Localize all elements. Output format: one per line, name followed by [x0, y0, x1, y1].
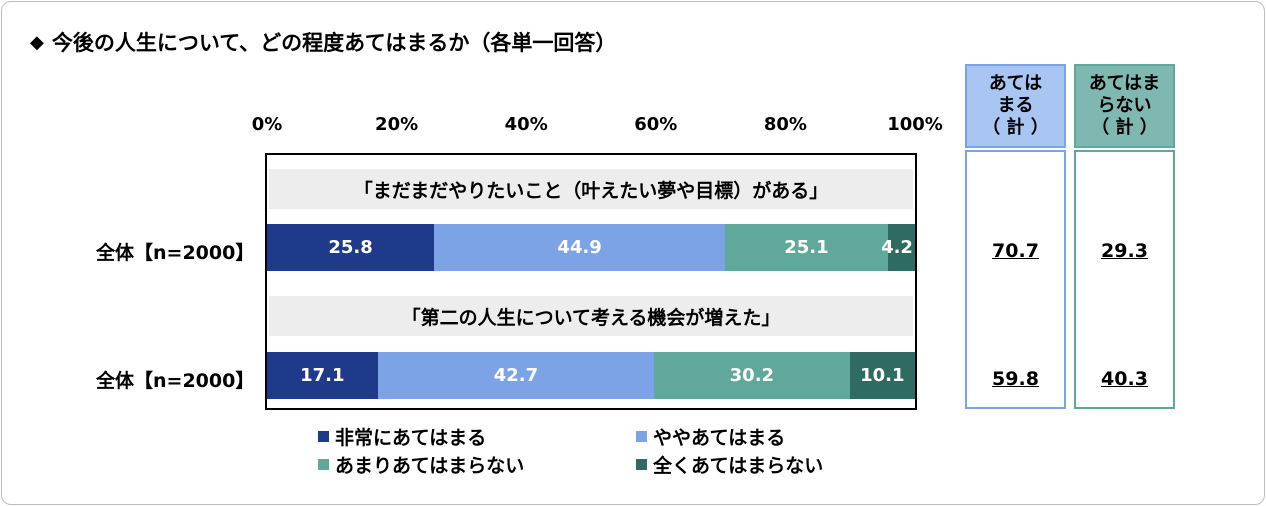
bar-segment: 4.2 — [881, 224, 915, 271]
summary-header-not-line2: らない — [1097, 95, 1152, 116]
summary-apply-value-1: 70.7 — [992, 240, 1039, 262]
summary-not-apply-value-2: 40.3 — [1101, 368, 1148, 390]
legend-item-1: 非常にあてはまる — [318, 423, 486, 450]
x-tick-label: 100% — [887, 114, 943, 135]
x-tick-label: 20% — [375, 114, 419, 135]
legend-label-3: あまりあてはまらない — [335, 455, 525, 477]
summary-header-apply-line2: まる — [997, 95, 1034, 116]
question-label-2: 「第二の人生について考える機会が増えた」 — [269, 296, 913, 336]
legend-swatch-4 — [636, 459, 647, 470]
x-tick-label: 0% — [251, 114, 283, 135]
x-tick-label: 40% — [504, 114, 548, 135]
bar-segment: 25.8 — [267, 224, 435, 271]
summary-header-not-apply: あてはま らない （ 計 ） — [1074, 64, 1175, 148]
bar-segment: 44.9 — [434, 224, 726, 271]
legend-swatch-3 — [318, 459, 329, 470]
stacked-bar-2: 17.1 42.7 30.2 10.1 — [267, 352, 915, 399]
bar-segment: 30.2 — [654, 352, 850, 399]
summary-apply-value-2: 59.8 — [992, 368, 1039, 390]
legend-item-2: ややあてはまる — [636, 423, 785, 450]
summary-header-apply: あては まる （ 計 ） — [965, 64, 1066, 148]
question-label-1: 「まだまだやりたいこと（叶えたい夢や目標）がある」 — [269, 169, 913, 209]
summary-header-apply-line3: （ 計 ） — [982, 117, 1049, 138]
legend-item-4: 全くあてはまらない — [636, 451, 823, 478]
bar-segment: 25.1 — [725, 224, 888, 271]
summary-header-apply-line1: あては — [988, 73, 1043, 94]
legend-label-2: ややあてはまる — [653, 427, 786, 449]
summary-column-apply: 70.7 59.8 — [965, 150, 1066, 409]
legend-item-3: あまりあてはまらない — [318, 451, 524, 478]
chart-title-text: 今後の人生について、どの程度あてはまるか（各単一回答） — [51, 31, 617, 55]
summary-header-not-line3: （ 計 ） — [1091, 117, 1158, 138]
plot-area: 「まだまだやりたいこと（叶えたい夢や目標）がある」 25.8 44.9 25.1 4.… — [265, 153, 917, 410]
x-tick-label: 80% — [763, 114, 807, 135]
row-label-1: 全体【n=2000】 — [96, 242, 255, 264]
row-label-2: 全体【n=2000】 — [96, 370, 255, 392]
chart-title: ◆ 今後の人生について、どの程度あてはまるか（各単一回答） — [30, 27, 616, 57]
stacked-bar-1: 25.8 44.9 25.1 4.2 — [267, 224, 915, 271]
bar-segment: 42.7 — [377, 352, 655, 399]
legend-label-4: 全くあてはまらない — [653, 455, 824, 477]
bar-segment: 17.1 — [267, 352, 378, 399]
diamond-icon: ◆ — [30, 31, 44, 53]
legend-swatch-2 — [636, 431, 647, 442]
summary-column-not-apply: 29.3 40.3 — [1074, 150, 1175, 409]
legend-label-1: 非常にあてはまる — [335, 427, 487, 449]
legend-swatch-1 — [318, 431, 329, 442]
bar-segment: 10.1 — [849, 352, 915, 399]
summary-not-apply-value-1: 29.3 — [1101, 240, 1148, 262]
summary-header-not-line1: あてはま — [1088, 73, 1161, 94]
x-tick-label: 60% — [634, 114, 678, 135]
